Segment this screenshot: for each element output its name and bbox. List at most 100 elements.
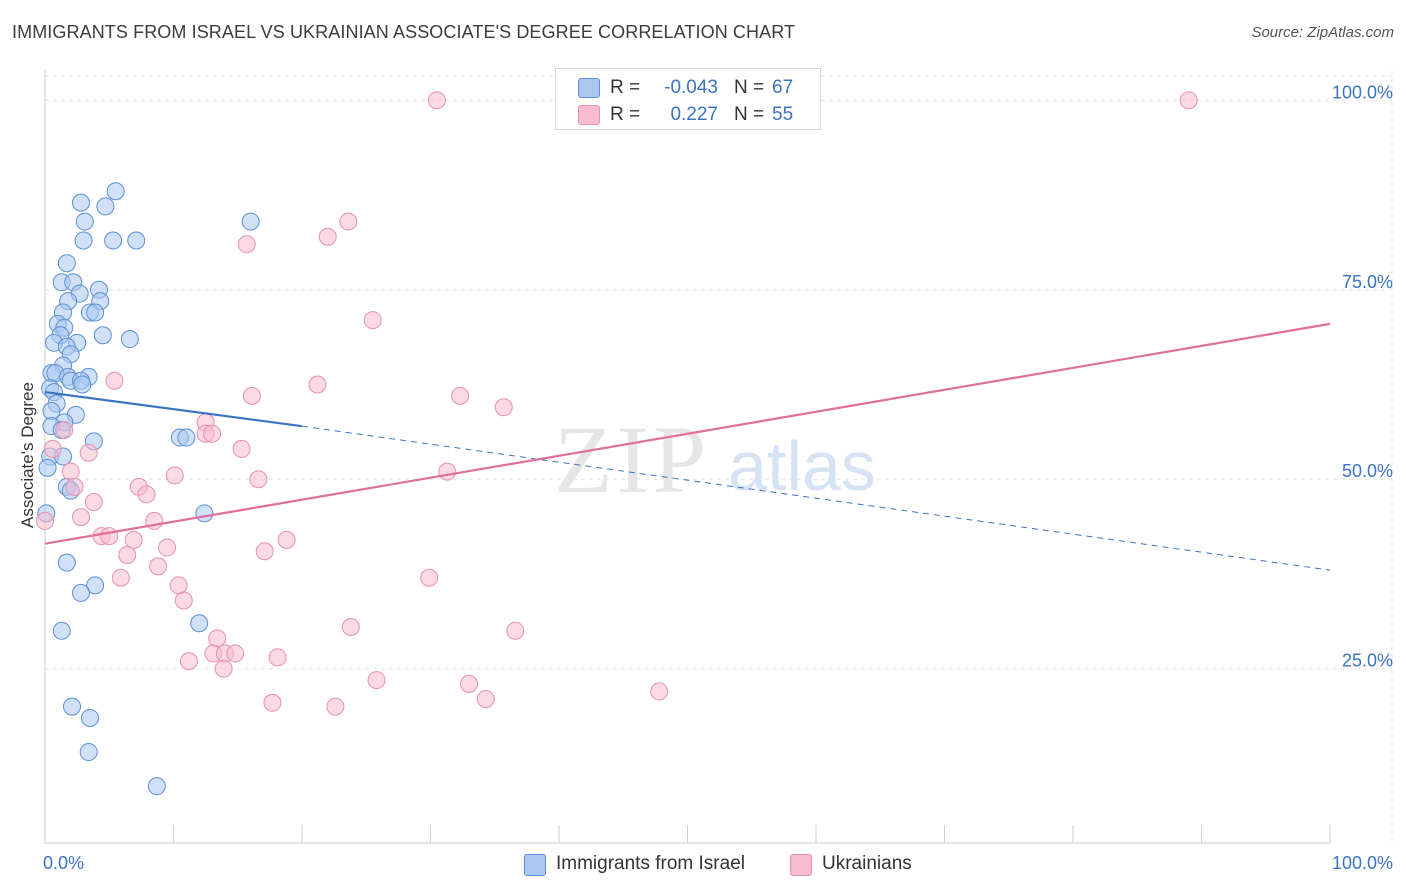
y-tick-label: 100.0% — [1332, 82, 1393, 102]
data-point — [506, 621, 525, 640]
data-point — [208, 629, 227, 648]
chart-title: IMMIGRANTS FROM ISRAEL VS UKRAINIAN ASSO… — [12, 22, 796, 42]
israel-legend-swatch — [524, 854, 546, 876]
y-tick-label: 25.0% — [1342, 651, 1393, 671]
data-point — [79, 743, 98, 762]
data-point — [38, 458, 57, 477]
data-point — [36, 511, 54, 530]
ukrainians-trend-line — [44, 322, 1331, 545]
data-point — [179, 652, 198, 671]
r-value: -0.043 — [664, 77, 718, 98]
y-tick-label: 50.0% — [1342, 461, 1393, 481]
x-tick-label: 100.0% — [1332, 853, 1393, 873]
data-point — [71, 508, 90, 527]
data-point — [367, 671, 386, 690]
data-point — [86, 303, 105, 322]
data-point — [104, 231, 123, 250]
series-ukrainians-points — [36, 91, 1198, 716]
data-point — [80, 708, 99, 727]
data-point — [137, 485, 156, 504]
watermark-zip: ZIP — [554, 406, 710, 513]
r-label: R = — [610, 104, 641, 125]
data-point — [232, 439, 251, 458]
data-point — [149, 557, 168, 576]
stats-legend: R = -0.043 N = 67 R = 0.227 N = 55 — [555, 68, 821, 130]
data-point — [79, 443, 98, 462]
data-point — [57, 553, 76, 572]
y-axis-label: Associate's Degree — [18, 382, 37, 528]
israel-trend-line — [44, 390, 303, 428]
n-value: 55 — [772, 104, 794, 125]
data-point — [74, 231, 93, 250]
israel-swatch — [578, 78, 600, 98]
data-point — [308, 375, 327, 394]
data-point — [241, 212, 260, 231]
data-point — [494, 398, 513, 417]
data-point — [341, 618, 360, 637]
n-value: 67 — [772, 77, 794, 98]
data-point — [268, 648, 287, 667]
watermark-atlas: atlas — [728, 427, 876, 505]
data-point — [195, 504, 214, 523]
r-value: 0.227 — [670, 104, 718, 125]
data-point — [106, 182, 125, 201]
data-point — [237, 235, 256, 254]
n-label: N = — [734, 77, 765, 98]
data-point — [158, 538, 177, 557]
data-point — [650, 682, 669, 701]
tick-labels: 25.0% 50.0% 75.0% 100.0% 0.0% 100.0% — [43, 82, 1393, 873]
data-point — [242, 386, 261, 405]
data-point — [214, 659, 233, 678]
r-label: R = — [610, 77, 641, 98]
data-point — [57, 254, 76, 273]
data-point — [326, 697, 345, 716]
data-point — [96, 197, 115, 216]
data-point — [169, 576, 188, 595]
data-point — [124, 530, 143, 549]
ukrainians-swatch — [578, 105, 600, 125]
data-point — [318, 227, 337, 246]
data-point — [165, 466, 184, 485]
data-point — [100, 527, 119, 546]
data-point — [55, 420, 74, 439]
source-label: Source: ZipAtlas.com — [1251, 24, 1394, 41]
data-point — [147, 777, 166, 796]
data-point — [363, 311, 382, 330]
data-point — [75, 212, 94, 231]
n-label: N = — [734, 104, 765, 125]
data-point — [460, 674, 479, 693]
data-point — [118, 546, 137, 565]
data-point — [1179, 91, 1198, 110]
data-point — [86, 576, 105, 595]
data-point — [249, 470, 268, 489]
israel-legend-label: Immigrants from Israel — [556, 853, 745, 874]
data-point — [52, 621, 71, 640]
data-point — [420, 568, 439, 587]
data-point — [120, 330, 139, 349]
ukrainians-legend-label: Ukrainians — [822, 853, 912, 874]
data-point — [190, 614, 209, 633]
data-point — [127, 231, 146, 250]
data-point — [451, 386, 470, 405]
data-point — [438, 462, 457, 481]
data-point — [93, 326, 112, 345]
data-point — [255, 542, 274, 561]
data-point — [71, 193, 90, 212]
ukrainians-legend-swatch — [790, 854, 812, 876]
y-tick-label: 75.0% — [1342, 272, 1393, 292]
data-point — [61, 462, 80, 481]
data-point — [65, 477, 84, 496]
gridlines — [45, 70, 1393, 843]
x-tick-label: 0.0% — [43, 853, 84, 873]
data-point — [174, 591, 193, 610]
data-point — [84, 492, 103, 511]
israel-trend-extension — [301, 425, 1331, 571]
data-point — [43, 439, 62, 458]
watermark: ZIP atlas — [554, 406, 876, 513]
data-point — [427, 91, 446, 110]
data-point — [203, 424, 222, 443]
data-point — [226, 644, 245, 663]
data-point — [277, 530, 296, 549]
data-point — [105, 371, 124, 390]
